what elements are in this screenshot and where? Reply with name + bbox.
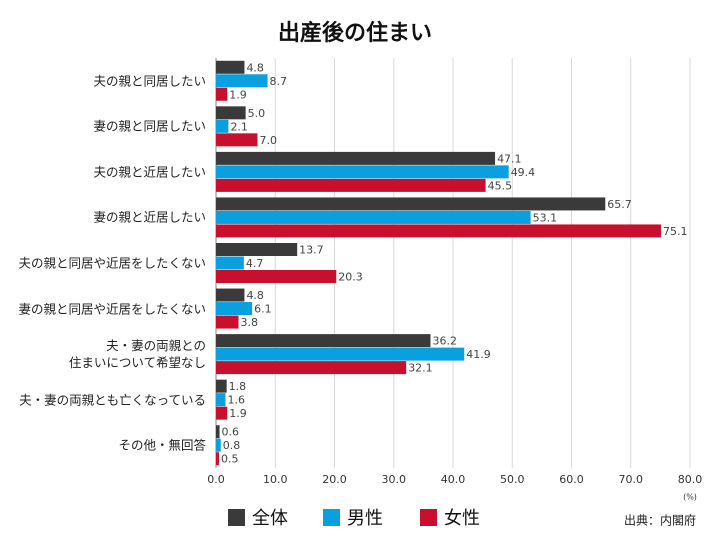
bar (216, 133, 258, 147)
bar (216, 315, 239, 329)
legend-label: 女性 (444, 508, 480, 529)
bar (216, 243, 298, 256)
y-tick-label: その他・無回答 (118, 437, 206, 453)
legend-label: 全体 (252, 508, 288, 529)
y-tick-label: 夫・妻の両親とも亡くなっている (19, 392, 206, 408)
value-label: 0.5 (221, 453, 239, 466)
legend-swatch (228, 509, 245, 526)
value-label: 36.2 (432, 335, 457, 348)
value-label: 32.1 (408, 362, 433, 375)
value-label: 45.5 (488, 179, 513, 192)
legend-swatch (323, 509, 340, 526)
y-tick-label: 夫の親と同居や近居をしたくない (18, 255, 206, 271)
value-label: 7.0 (259, 134, 277, 147)
bar (216, 178, 486, 192)
bar (216, 74, 268, 88)
value-label: 1.6 (227, 394, 245, 407)
bar (216, 119, 229, 133)
value-label: 75.1 (663, 225, 688, 238)
value-label: 5.0 (248, 107, 266, 120)
source: 出典：内閣府 (624, 513, 696, 528)
bar (216, 224, 661, 238)
bar (216, 165, 509, 179)
y-tick-label: 妻の親と近居したい (93, 209, 206, 225)
x-tick-label: 60.0 (559, 473, 584, 486)
x-unit: (%) (683, 493, 697, 502)
value-label: 1.8 (229, 380, 247, 393)
legend-swatch (420, 509, 437, 526)
bar (216, 393, 226, 407)
y-tick-label: 夫の親と近居したい (93, 164, 206, 180)
bar (216, 347, 465, 361)
value-label: 1.9 (229, 407, 247, 420)
value-label: 53.1 (533, 211, 558, 224)
bar (216, 197, 606, 211)
value-label: 47.1 (497, 152, 522, 165)
value-label: 4.8 (246, 289, 264, 302)
x-tick-label: 30.0 (382, 473, 407, 486)
bar (216, 406, 228, 420)
bar (216, 288, 245, 302)
value-label: 0.6 (222, 426, 240, 439)
bar (216, 425, 220, 439)
x-tick-label: 80.0 (678, 473, 703, 486)
value-label: 20.3 (338, 271, 363, 284)
x-tick-label: 50.0 (500, 473, 525, 486)
x-tick-label: 10.0 (263, 473, 288, 486)
value-label: 0.8 (223, 439, 241, 452)
x-tick-label: 0.0 (207, 473, 225, 486)
value-label: 49.4 (511, 166, 536, 179)
y-tick-label: 夫の親と同居したい (93, 73, 206, 89)
bar (216, 379, 227, 393)
value-label: 65.7 (607, 198, 632, 211)
y-tick-label: 妻の親と同居や近居をしたくない (18, 301, 206, 317)
bar (216, 361, 407, 375)
value-label: 1.9 (229, 88, 247, 101)
bar (216, 438, 221, 452)
value-label: 3.8 (241, 316, 259, 329)
x-tick-label: 40.0 (441, 473, 466, 486)
bar (216, 106, 246, 120)
value-label: 13.7 (299, 244, 324, 257)
bar (216, 256, 244, 270)
value-label: 2.1 (230, 120, 248, 133)
bar (216, 452, 219, 466)
bar (216, 60, 245, 74)
bar (216, 87, 228, 101)
value-label: 8.7 (270, 75, 288, 88)
bar (216, 270, 337, 283)
y-tick-label: 妻の親と同居したい (93, 118, 206, 134)
y-tick-label: 夫・妻の両親との 住まいについて希望なし (68, 338, 206, 371)
bar (216, 302, 253, 316)
value-label: 6.1 (254, 303, 272, 316)
bar (216, 151, 496, 165)
chart-title: 出産後の住まい (278, 20, 432, 46)
bar (216, 210, 531, 224)
value-label: 4.7 (246, 257, 264, 270)
bar (216, 334, 431, 348)
value-label: 4.8 (246, 61, 264, 74)
value-label: 41.9 (466, 348, 491, 361)
x-tick-label: 20.0 (322, 473, 347, 486)
legend-label: 男性 (347, 508, 383, 529)
x-tick-label: 70.0 (619, 473, 644, 486)
